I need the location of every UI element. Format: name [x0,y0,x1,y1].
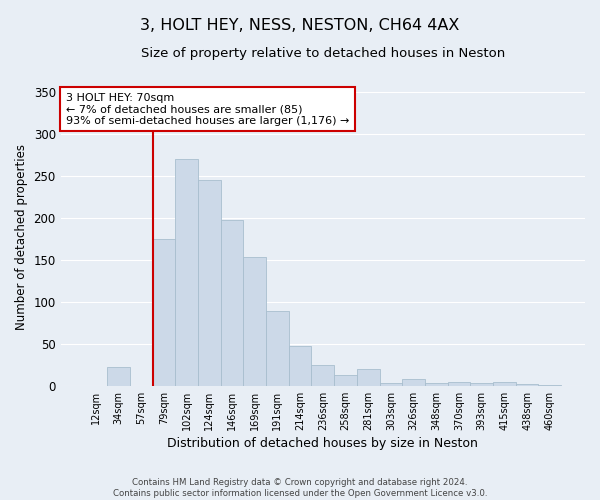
Bar [198,180,221,386]
Text: 3, HOLT HEY, NESS, NESTON, CH64 4AX: 3, HOLT HEY, NESS, NESTON, CH64 4AX [140,18,460,32]
Bar [357,369,380,386]
Y-axis label: Number of detached properties: Number of detached properties [15,144,28,330]
Bar [538,385,561,386]
Text: Contains HM Land Registry data © Crown copyright and database right 2024.
Contai: Contains HM Land Registry data © Crown c… [113,478,487,498]
Bar [334,375,357,386]
Bar [425,384,448,386]
Title: Size of property relative to detached houses in Neston: Size of property relative to detached ho… [141,48,505,60]
Bar [470,384,493,386]
Bar [380,384,402,386]
Bar [516,384,538,386]
Bar [493,382,516,386]
Bar [244,258,266,386]
Bar [221,220,244,386]
Text: 3 HOLT HEY: 70sqm
← 7% of detached houses are smaller (85)
93% of semi-detached : 3 HOLT HEY: 70sqm ← 7% of detached house… [66,92,349,126]
Bar [175,160,198,386]
Bar [107,366,130,386]
Bar [289,346,311,386]
Bar [402,379,425,386]
X-axis label: Distribution of detached houses by size in Neston: Distribution of detached houses by size … [167,437,478,450]
Bar [266,311,289,386]
Bar [152,239,175,386]
Bar [311,365,334,386]
Bar [448,382,470,386]
